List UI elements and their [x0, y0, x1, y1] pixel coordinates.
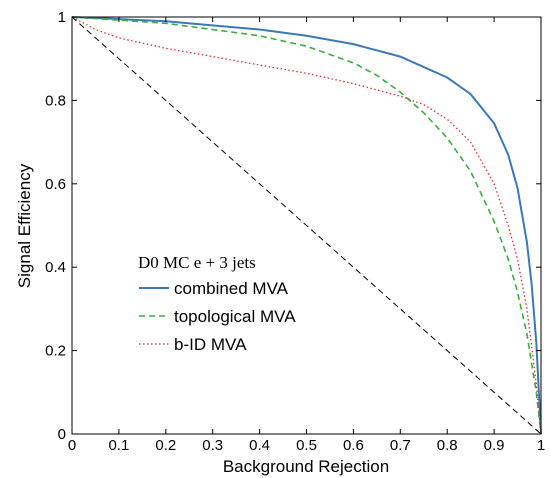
y-tick-label: 0.4: [45, 259, 66, 276]
x-tick-label: 0.4: [249, 437, 270, 454]
legend-label: b-ID MVA: [174, 335, 247, 354]
legend: D0 MC e + 3 jets combined MVA topological…: [138, 253, 296, 354]
x-tick-label: 0: [68, 437, 76, 454]
x-tick-label: 0.3: [202, 437, 223, 454]
axes: 0 0.1 0.2 0.3 0.4 0.5 0.6 0.7 0.8 0.9 1 0 0.2 0.4 0.6 0…: [45, 9, 545, 454]
series-line-topological-mva: [71, 16, 542, 435]
x-tick-label: 0.2: [155, 437, 176, 454]
y-tick-label: 1: [58, 9, 66, 26]
x-tick-label: 0.1: [108, 437, 129, 454]
y-tick-label: 0.8: [45, 92, 66, 109]
legend-label: topological MVA: [174, 307, 296, 326]
y-tick-label: 0: [58, 426, 66, 443]
x-tick-label: 0.8: [437, 437, 458, 454]
plot-area: [71, 16, 542, 435]
x-tick-label: 0.9: [484, 437, 505, 454]
series-line-combined-mva: [71, 16, 542, 435]
legend-label: combined MVA: [174, 279, 289, 298]
diagonal-reference-line: [71, 16, 542, 435]
x-tick-label: 0.6: [343, 437, 364, 454]
x-axis-label: Background Rejection: [223, 457, 389, 476]
x-tick-label: 1: [537, 437, 545, 454]
y-axis-label: Signal Efficiency: [15, 163, 34, 288]
y-tick-label: 0.6: [45, 176, 66, 193]
legend-title: D0 MC e + 3 jets: [138, 253, 256, 272]
y-tick-label: 0.2: [45, 343, 66, 360]
x-tick-label: 0.7: [390, 437, 411, 454]
x-tick-label: 0.5: [296, 437, 317, 454]
